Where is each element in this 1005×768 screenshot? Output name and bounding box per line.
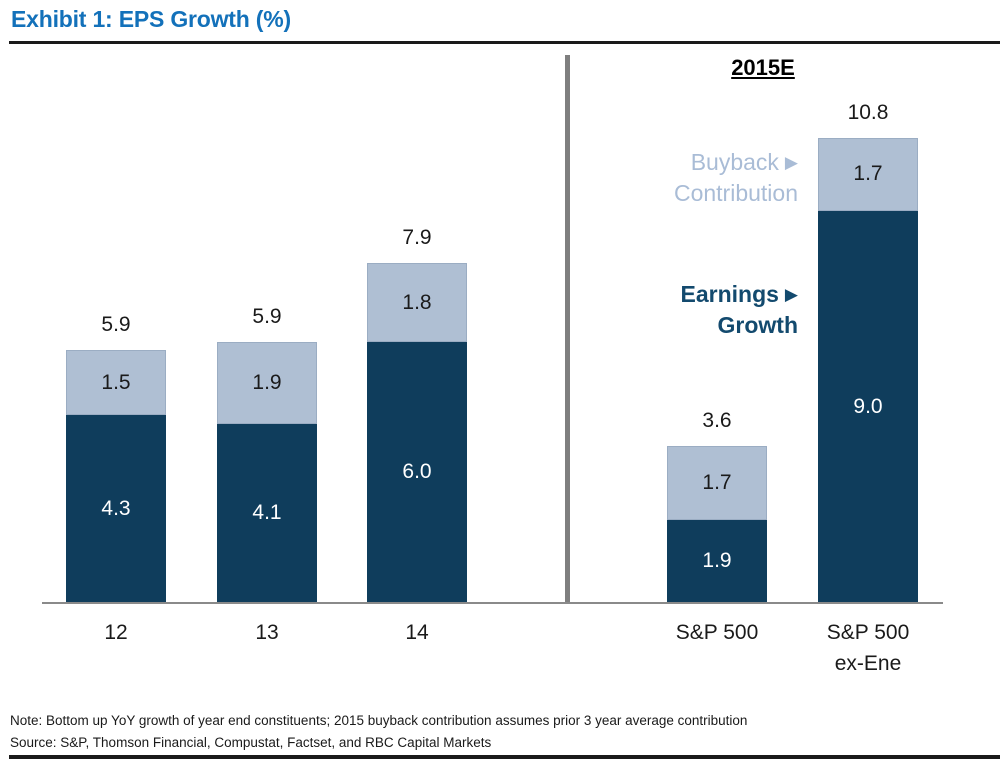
earnings-pointer-icon: ▶: [784, 285, 798, 304]
header-rule: [9, 41, 1000, 44]
bar-segment-earnings-12: 4.3: [66, 415, 166, 602]
x-axis-label-14: 14: [405, 621, 429, 644]
x-axis-label-s&p-500: S&P 500: [675, 621, 759, 644]
legend-earnings-label-line2: Growth: [717, 312, 799, 338]
page-title: Exhibit 1: EPS Growth (%): [11, 6, 291, 32]
x-axis-label-12: 12: [104, 621, 128, 644]
section-divider-line: [565, 55, 570, 603]
x-axis-line: [42, 602, 943, 604]
buyback-pointer-icon: ▶: [784, 153, 798, 172]
bar-segment-earnings-14: 6.0: [367, 341, 467, 602]
bar-total-label-12: 5.9: [101, 313, 131, 337]
legend-buyback-label-line2: Contribution: [673, 180, 798, 206]
bar-segment-earnings-s&p-500-ex-ene: 9.0: [818, 211, 918, 602]
bar-total-label-14: 7.9: [402, 226, 432, 250]
bar-segment-buyback-13: 1.9: [217, 341, 317, 425]
footnote-note-line: Note: Bottom up YoY growth of year end c…: [10, 713, 748, 728]
bar-segment-buyback-s&p-500: 1.7: [667, 445, 767, 520]
footnote-source-line: Source: S&P, Thomson Financial, Compusta…: [10, 735, 492, 750]
bar-total-label-s&p-500-ex-ene: 10.8: [847, 100, 889, 124]
legend-buyback-label-line1: Buyback: [690, 149, 779, 175]
bar-segment-buyback-s&p-500-ex-ene: 1.7: [818, 137, 918, 212]
bottom-rule: [9, 755, 1000, 759]
bar-total-label-13: 5.9: [252, 304, 282, 328]
legend-buyback-contribution: Buyback ▶ Contribution: [674, 147, 798, 209]
bar-segment-buyback-12: 1.5: [66, 350, 166, 416]
legend-earnings-label-line1: Earnings: [680, 281, 779, 307]
group-title-2015e: 2015E: [731, 55, 795, 80]
legend-earnings-growth: Earnings ▶ Growth: [681, 279, 799, 341]
bar-total-label-s&p-500: 3.6: [702, 408, 732, 432]
footnote: Note: Bottom up YoY growth of year end c…: [10, 710, 747, 754]
x-axis-label-s&p-500-ex-ene: S&P 500 ex-Ene: [826, 621, 910, 675]
bar-segment-buyback-14: 1.8: [367, 263, 467, 342]
x-axis-label-13: 13: [255, 621, 279, 644]
bar-segment-earnings-13: 4.1: [217, 424, 317, 602]
bar-segment-earnings-s&p-500: 1.9: [667, 519, 767, 602]
